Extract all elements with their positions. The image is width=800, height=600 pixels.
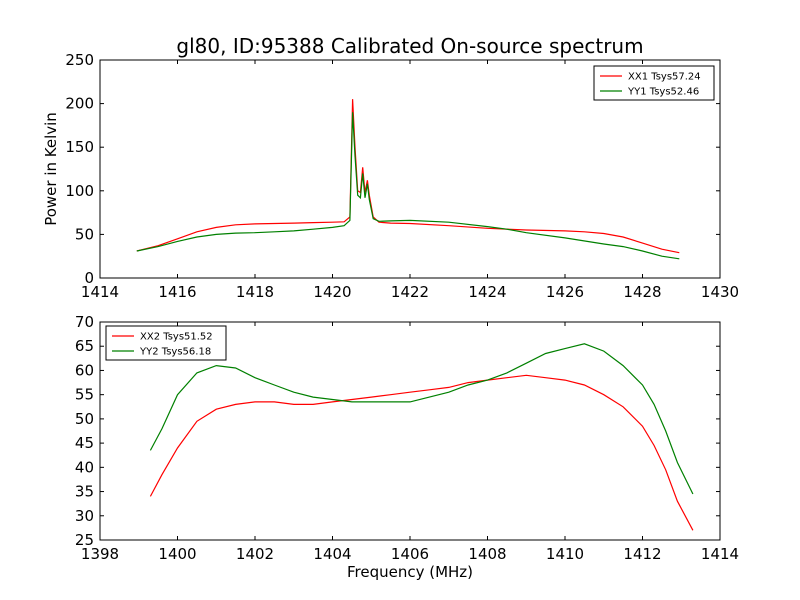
x-tick-label: 1408 xyxy=(468,545,506,563)
x-tick-label: 1400 xyxy=(158,545,196,563)
legend-box xyxy=(593,65,715,101)
x-tick-label: 1418 xyxy=(236,283,274,301)
x-tick-label: 1422 xyxy=(391,283,429,301)
y-axis-label: Power in Kelvin xyxy=(42,112,60,226)
y-tick-label: 55 xyxy=(75,386,94,404)
y-tick-label: 25 xyxy=(75,531,94,549)
x-tick-label: 1414 xyxy=(701,545,739,563)
x-tick-label: 1402 xyxy=(236,545,274,563)
x-tick-label: 1426 xyxy=(546,283,584,301)
plots-layer: 1414 1416 1418 1420 1422 1424 1426 1428 14300501… xyxy=(42,51,739,581)
legend-entry-label: XX1 Tsys57.24 xyxy=(628,72,701,83)
x-tick-label: 1430 xyxy=(701,283,739,301)
x-tick-label: 1404 xyxy=(313,545,351,563)
y-tick-label: 70 xyxy=(75,313,94,331)
x-axis-label: Frequency (MHz) xyxy=(347,563,473,581)
legend-entry-label: XX2 Tsys51.52 xyxy=(140,332,213,343)
series-line-2 xyxy=(149,343,694,495)
y-tick-label: 200 xyxy=(65,95,94,113)
figure-title: gl80, ID:95388 Calibrated On-source spec… xyxy=(176,34,643,58)
series-line-1 xyxy=(149,374,694,531)
y-tick-label: 35 xyxy=(75,483,94,501)
legend-entry-label: YY2 Tsys56.18 xyxy=(139,347,211,358)
y-tick-label: 100 xyxy=(65,182,94,200)
y-tick-label: 40 xyxy=(75,458,94,476)
x-tick-label: 1398 xyxy=(81,545,119,563)
legend-entry-label: YY1 Tsys52.46 xyxy=(627,87,699,98)
x-tick-label: 1424 xyxy=(468,283,506,301)
series-line-2 xyxy=(136,112,680,260)
y-tick-label: 60 xyxy=(75,361,94,379)
y-tick-label: 250 xyxy=(65,51,94,69)
legend: XX2 Tsys51.52 YY2 Tsys56.18 xyxy=(105,325,227,361)
x-tick-label: 1420 xyxy=(313,283,351,301)
x-tick-label: 1428 xyxy=(623,283,661,301)
legend: XX1 Tsys57.24 YY1 Tsys52.46 xyxy=(593,65,715,101)
y-tick-label: 30 xyxy=(75,507,94,525)
series-line-1 xyxy=(136,99,680,254)
x-tick-label: 1416 xyxy=(158,283,196,301)
x-tick-label: 1414 xyxy=(81,283,119,301)
subplot-2: 1398 1400 1402 1404 1406 1408 1410 1412 1414 25 30… xyxy=(75,313,739,581)
y-tick-label: 0 xyxy=(84,269,94,287)
y-tick-label: 65 xyxy=(75,337,94,355)
x-tick-label: 1412 xyxy=(623,545,661,563)
y-tick-label: 50 xyxy=(75,225,94,243)
y-tick-label: 150 xyxy=(65,138,94,156)
x-tick-label: 1410 xyxy=(546,545,584,563)
legend-box xyxy=(105,325,227,361)
y-tick-label: 45 xyxy=(75,434,94,452)
y-tick-label: 50 xyxy=(75,410,94,428)
subplot-1: 1414 1416 1418 1420 1422 1424 1426 1428 1430 0 50 1… xyxy=(42,51,739,301)
x-tick-label: 1406 xyxy=(391,545,429,563)
